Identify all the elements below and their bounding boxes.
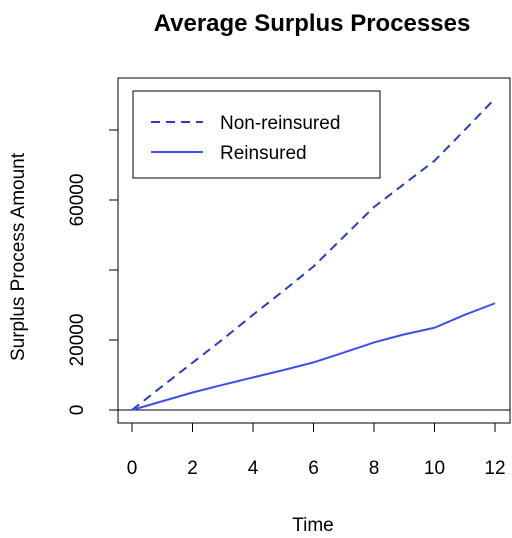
y-tick-label: 20000 [67, 314, 88, 367]
series-layer [131, 97, 496, 411]
y-axis: 0 20000 60000 [67, 129, 119, 416]
series-line-non-reinsured [131, 97, 496, 411]
x-tick-label: 10 [424, 458, 445, 479]
chart-title: Average Surplus Processes [154, 10, 471, 37]
x-axis: 0 2 4 6 8 10 12 [127, 422, 506, 479]
legend: Non-reinsured Reinsured [132, 90, 381, 179]
x-tick-label: 6 [308, 458, 319, 479]
y-axis-label: Surplus Process Amount [8, 152, 29, 361]
legend-label: Non-reinsured [220, 113, 340, 134]
legend-label: Reinsured [220, 143, 307, 164]
series-line-reinsured [131, 302, 496, 411]
x-tick-label: 4 [248, 458, 259, 479]
x-tick-label: 8 [369, 458, 380, 479]
x-tick-label: 12 [484, 458, 505, 479]
legend-box [132, 90, 381, 179]
y-tick-label: 0 [67, 405, 88, 416]
x-tick-label: 2 [187, 458, 198, 479]
y-tick-label: 60000 [67, 174, 88, 227]
x-tick-label: 0 [127, 458, 138, 479]
x-axis-label: Time [292, 515, 334, 536]
